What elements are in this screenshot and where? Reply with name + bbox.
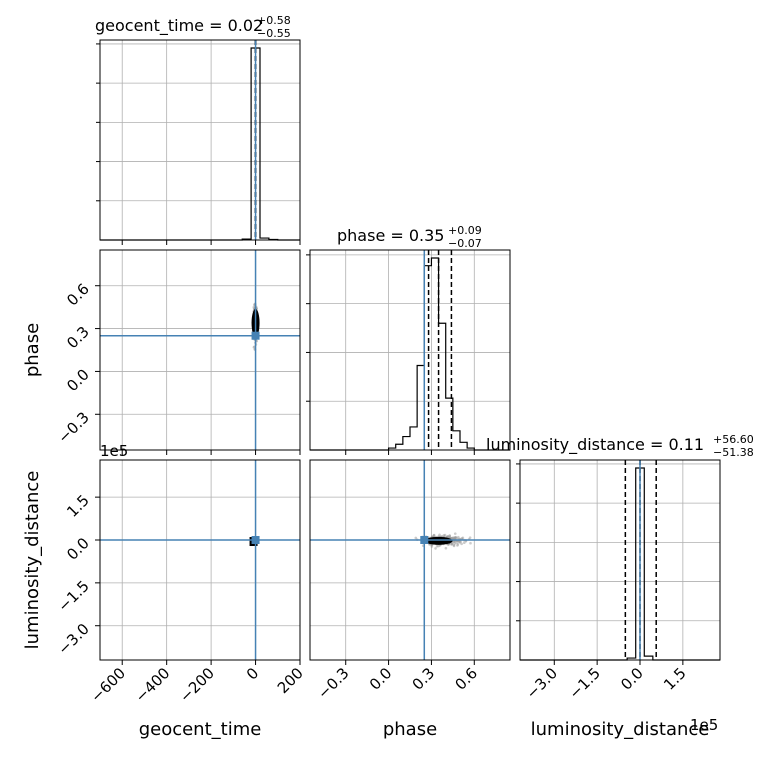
sample-point: [460, 542, 463, 546]
title-luminosity-distance-main: luminosity_distance = 0.11: [486, 435, 704, 455]
ytick-label-phase-0: −0.3: [54, 408, 92, 446]
xtick-label-phase-1: 0.0: [366, 664, 396, 694]
sample-point: [452, 544, 456, 548]
xtick-label-geocent_time-1: −400: [132, 664, 174, 706]
title-phase-minus: −0.07: [448, 237, 482, 250]
title-geocent-time-minus: −0.55: [257, 27, 291, 40]
xtick-label-geocent_time-0: −600: [87, 664, 129, 706]
sample-point: [414, 536, 418, 540]
xlabel-phase: phase: [383, 719, 437, 740]
grid-layer: [100, 40, 720, 660]
offset-label-ld-col: 1e5: [690, 716, 718, 734]
title-luminosity-distance: luminosity_distance = 0.11 +56.60 −51.38: [486, 433, 754, 459]
injection-marker-phase-luminosity_distance: [420, 536, 429, 544]
panel-frame-luminosity-distance: [519, 459, 721, 661]
title-luminosity-distance-plus: +56.60: [713, 433, 754, 446]
xtick-label-geocent_time-2: −200: [176, 664, 218, 706]
ytick-label-luminosity_distance-0: −3.0: [54, 620, 92, 658]
offset-label-ld-row: 1e5: [100, 442, 128, 460]
injection-marker-geocent_time-phase: [251, 331, 260, 340]
xtick-label-geocent_time-3: 0: [243, 664, 262, 683]
panel-frame-geocent-time: [99, 39, 301, 241]
sample-point: [252, 346, 256, 349]
sample-point: [456, 544, 459, 547]
xtick-label-phase-2: 0.3: [409, 664, 439, 694]
panel-frame-geocent-ld: [99, 459, 301, 661]
xtick-label-phase-0: −0.3: [314, 664, 352, 702]
sample-point: [435, 544, 439, 548]
sample-point: [469, 541, 472, 545]
ylabel-phase: phase: [22, 323, 43, 377]
xtick-label-luminosity_distance-3: 1.5: [660, 664, 690, 694]
sample-point: [459, 540, 462, 543]
xtick-label-luminosity_distance-1: −1.5: [565, 664, 603, 702]
title-phase-plus: +0.09: [448, 224, 482, 237]
histogram-phase: [310, 257, 510, 451]
sample-point: [453, 532, 457, 535]
sample-point: [434, 547, 437, 550]
title-geocent-time-main: geocent_time = 0.02: [95, 16, 263, 36]
xtick-label-luminosity_distance-0: −3.0: [523, 664, 561, 702]
title-geocent-time-plus: +0.58: [257, 14, 291, 27]
xtick-label-luminosity_distance-2: 0.0: [617, 664, 647, 694]
xlabel-luminosity-distance: luminosity_distance: [531, 719, 710, 740]
sample-point: [468, 536, 472, 539]
title-phase: phase = 0.35 +0.09 −0.07: [337, 224, 482, 250]
sample-point: [454, 535, 458, 539]
xlabel-geocent-time: geocent_time: [139, 719, 262, 740]
panel-frame-geocent-phase: [99, 249, 301, 451]
density-core-phase-ld: [424, 536, 453, 545]
sample-point: [455, 541, 458, 545]
panel-frame-phase: [309, 249, 511, 451]
frames-layer: [99, 39, 721, 661]
marks-layer: [100, 40, 720, 661]
histogram-geocent_time: [100, 47, 300, 241]
sample-point: [438, 533, 441, 537]
title-geocent-time: geocent_time = 0.02 +0.58 −0.55: [95, 14, 291, 40]
panel-frame-phase-ld: [309, 459, 511, 661]
ytick-label-luminosity_distance-1: −1.5: [54, 577, 92, 615]
sample-point: [444, 546, 448, 550]
ytick-label-luminosity_distance-3: 1.5: [63, 491, 93, 521]
histogram-luminosity_distance: [520, 467, 720, 661]
xtick-label-phase-3: 0.6: [452, 664, 482, 694]
sample-point: [462, 541, 466, 545]
sample-point: [457, 535, 460, 539]
injection-marker-geocent_time-luminosity_distance: [251, 536, 260, 544]
ylabel-luminosity-distance: luminosity_distance: [22, 471, 43, 650]
ticks-layer: −600 −400 −200 0 200 −0.3 0.0 0.3 0.6 −3.0 −1.5 0.0…: [54, 43, 690, 706]
xtick-label-geocent_time-4: 200: [274, 664, 307, 697]
title-luminosity-distance-minus: −51.38: [713, 446, 754, 459]
ytick-label-phase-3: 0.6: [63, 280, 93, 310]
ytick-label-phase-1: 0.0: [63, 366, 93, 396]
ytick-label-luminosity_distance-2: 0.0: [63, 534, 93, 564]
sample-point: [447, 543, 450, 546]
sample-point: [446, 534, 450, 538]
ytick-label-phase-2: 0.3: [63, 323, 93, 353]
sample-point: [461, 536, 465, 540]
sample-point: [432, 533, 436, 537]
title-phase-main: phase = 0.35: [337, 226, 444, 245]
